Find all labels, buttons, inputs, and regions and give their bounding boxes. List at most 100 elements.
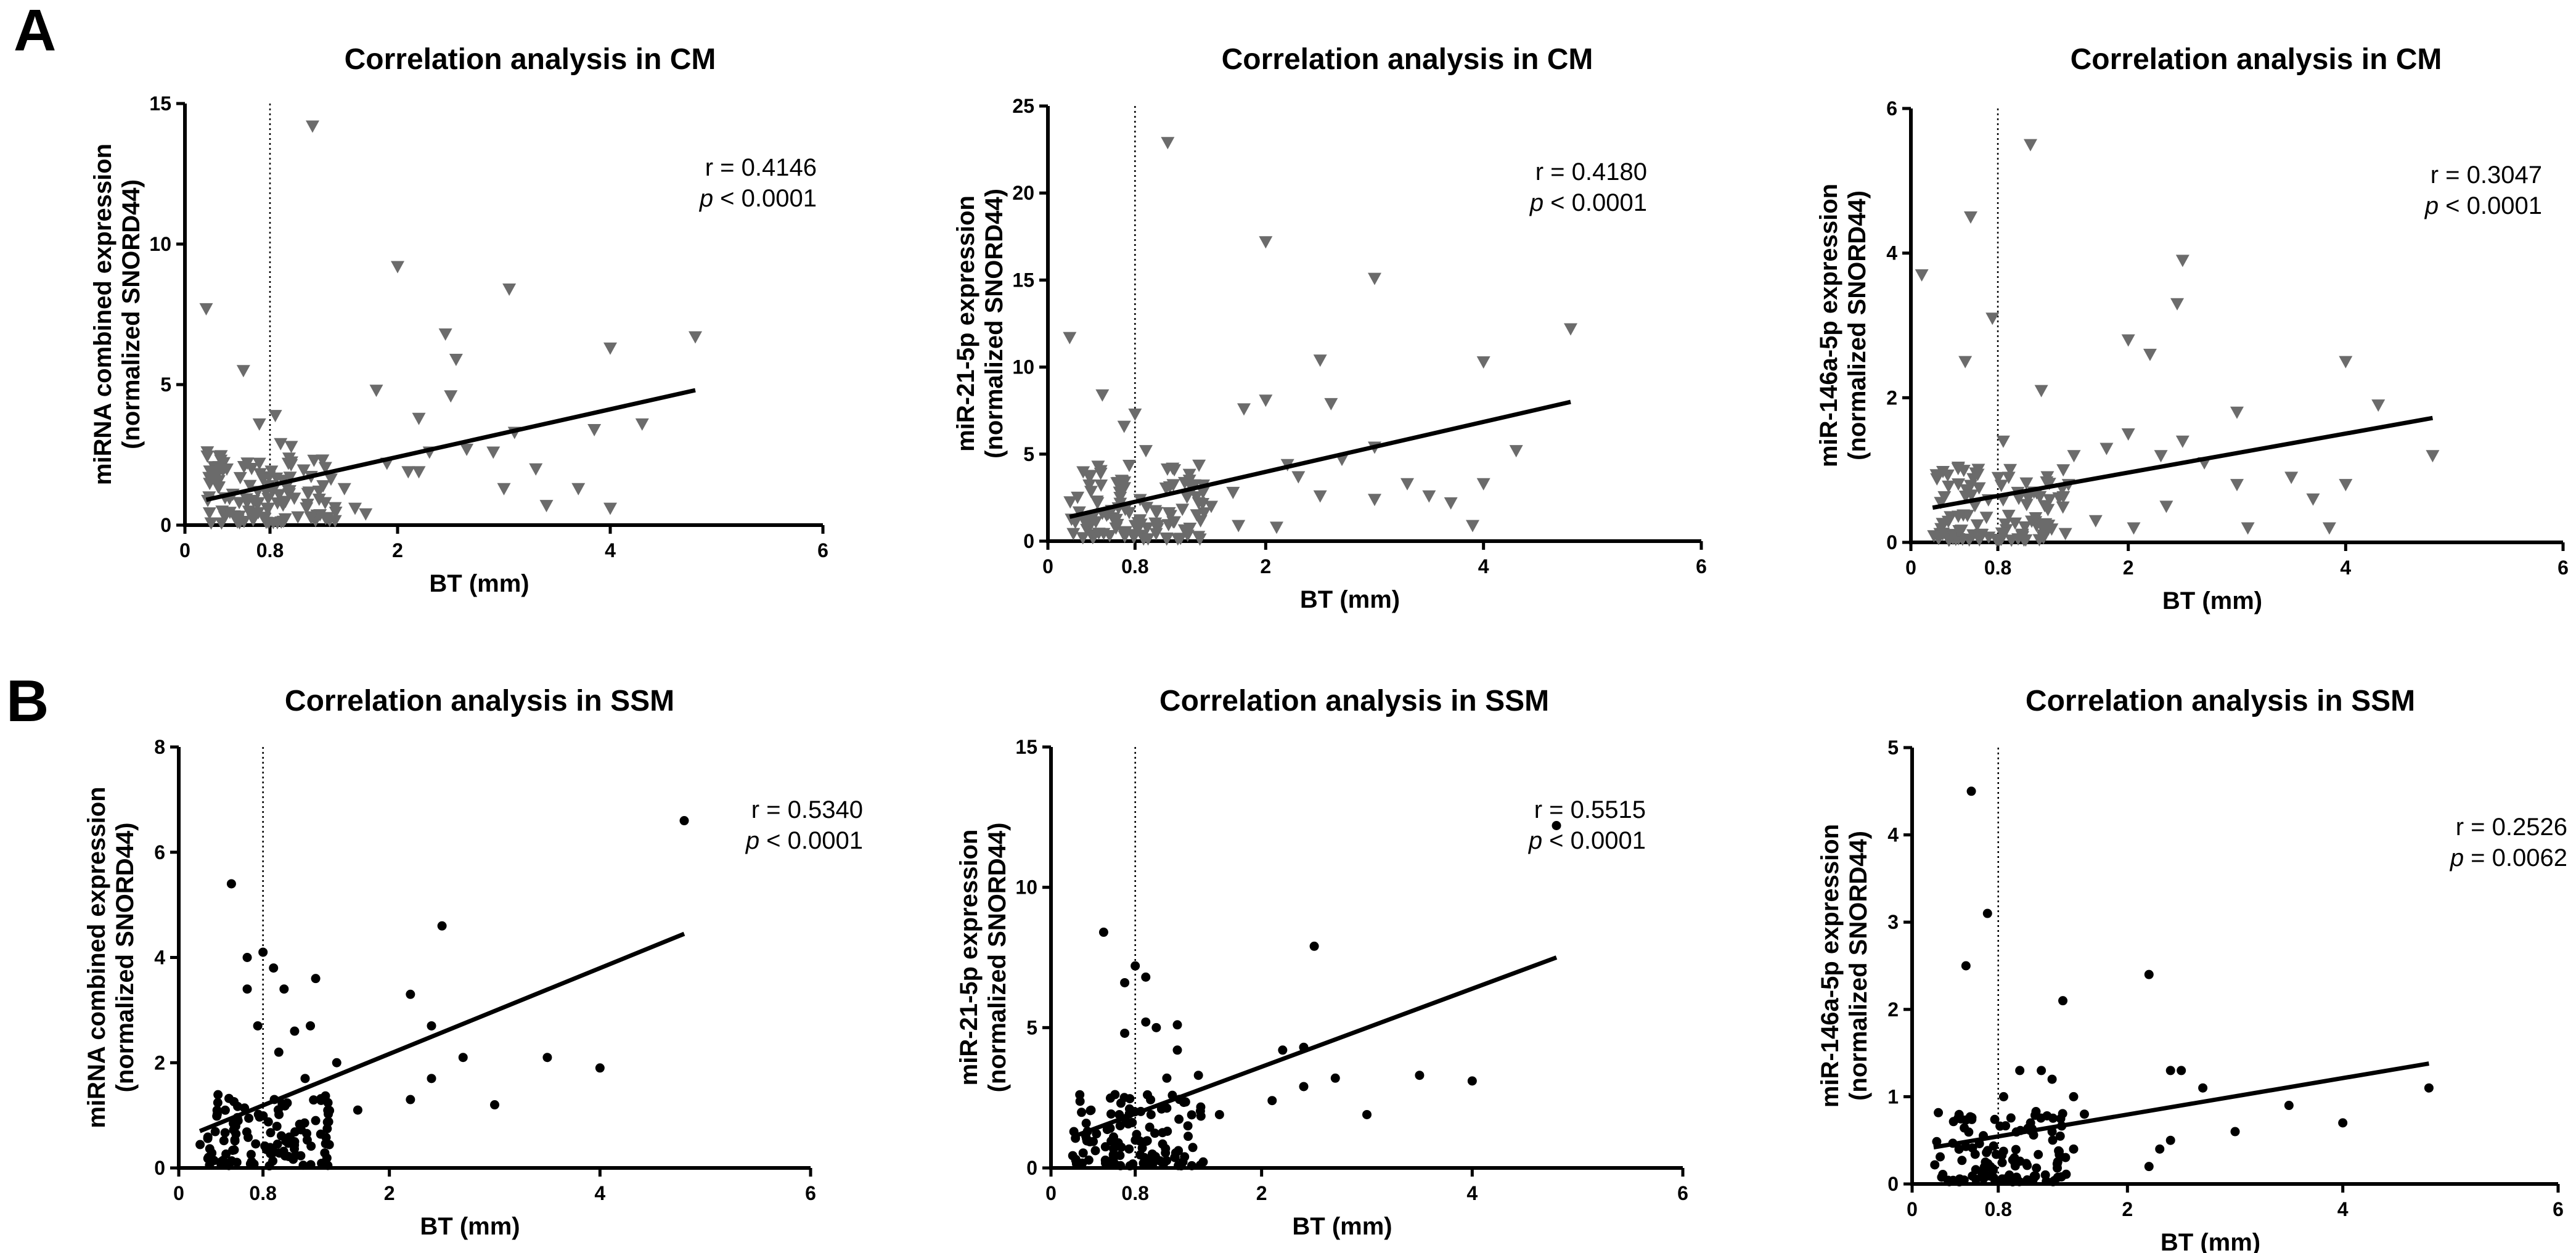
data-point	[2034, 385, 2048, 398]
data-point-cluster	[287, 492, 301, 505]
data-point-cluster	[243, 1132, 253, 1142]
x-tick-label: 6	[2553, 1198, 2564, 1220]
data-point-cluster	[1998, 1146, 2008, 1156]
data-point-cluster	[2018, 521, 2032, 534]
data-point	[1415, 1071, 1425, 1080]
data-point-cluster	[1113, 486, 1127, 499]
data-point-cluster	[2002, 510, 2016, 523]
data-point-cluster	[1991, 1149, 2001, 1159]
data-point	[486, 446, 501, 459]
data-point-cluster	[1180, 491, 1194, 504]
chart-title: Correlation analysis in CM	[1222, 43, 1593, 76]
data-point-cluster	[2001, 1121, 2011, 1131]
data-point-cluster	[1953, 1113, 1963, 1123]
data-point	[1120, 1028, 1130, 1038]
data-point	[2154, 450, 2168, 463]
data-point	[2121, 334, 2135, 347]
data-point-cluster	[1177, 524, 1192, 537]
p-value-label: p < 0.0001	[1528, 827, 1646, 854]
x-tick-label: 4	[2340, 557, 2351, 579]
x-tick-label: 4	[2337, 1198, 2349, 1220]
data-point	[279, 984, 289, 994]
data-point-cluster	[2045, 523, 2059, 536]
data-point	[2198, 1083, 2208, 1093]
data-point	[458, 1053, 468, 1063]
x-tick-label: 6	[1677, 1182, 1688, 1204]
x-tick-label: 0.8	[1984, 557, 2011, 579]
y-tick-label: 3	[1887, 911, 1899, 933]
data-point	[1146, 1109, 1156, 1119]
data-point	[269, 963, 279, 973]
data-point-cluster	[1075, 1096, 1085, 1106]
data-point	[1476, 478, 1490, 491]
data-point-cluster	[244, 1113, 254, 1123]
data-point-cluster	[2028, 1175, 2038, 1185]
chart-title: Correlation analysis in SSM	[1159, 685, 1549, 717]
data-point	[2338, 1118, 2348, 1128]
data-point	[2058, 996, 2068, 1006]
data-point-cluster	[204, 517, 218, 530]
data-point-cluster	[1972, 482, 1986, 495]
data-point	[274, 1047, 284, 1057]
data-point-cluster	[307, 454, 321, 467]
data-point-cluster	[242, 505, 256, 518]
data-point-cluster	[2006, 1113, 2016, 1123]
data-point-cluster	[1184, 1132, 1193, 1141]
data-point-cluster	[1118, 476, 1132, 489]
data-point	[369, 385, 383, 398]
data-point	[242, 984, 252, 994]
p-value-text: < 0.0001	[2439, 192, 2542, 219]
data-point-cluster	[1995, 527, 2009, 540]
data-point-cluster	[2036, 1113, 2046, 1123]
data-point-cluster	[2056, 464, 2071, 477]
plot-b2-ssm-mir21: Correlation analysis in SSM 0 5 10 15 0 0.8 2 4 6…	[955, 685, 1688, 1240]
data-point-cluster	[1090, 497, 1105, 510]
data-point-cluster	[1192, 459, 1206, 472]
data-point	[1552, 820, 1561, 830]
data-point-cluster	[1142, 1137, 1151, 1146]
data-point	[1444, 497, 1458, 510]
x-tick-label: 2	[1256, 1182, 1267, 1204]
y-axis-label-line: (normalized SNORD44)	[1844, 190, 1871, 460]
x-tick-label: 0	[179, 539, 190, 561]
data-point-cluster	[230, 1135, 240, 1145]
data-point	[1259, 394, 1273, 407]
data-point-cluster	[1193, 533, 1207, 546]
y-axis-label: miR-146a-5p expression(normalized SNORD4…	[1815, 184, 1871, 467]
data-point-cluster	[251, 1139, 261, 1149]
data-point-cluster	[1994, 480, 2008, 492]
data-point	[2426, 450, 2440, 463]
data-point-cluster	[203, 1133, 213, 1143]
data-point	[2175, 435, 2190, 448]
regression-line	[205, 388, 696, 502]
data-point-cluster	[220, 1128, 230, 1138]
y-tick-label: 10	[149, 233, 171, 255]
data-point-cluster	[324, 1109, 333, 1119]
data-point-cluster	[264, 1161, 274, 1171]
x-tick-label: 2	[2122, 1198, 2133, 1220]
correlation-r-label: r = 0.4146	[705, 154, 817, 181]
data-point-cluster	[323, 1098, 333, 1108]
data-point-cluster	[300, 502, 314, 515]
data-point-cluster	[215, 463, 229, 476]
y-axis-label-line: (normalized SNORD44)	[118, 179, 145, 449]
data-point-cluster	[1170, 1153, 1180, 1162]
data-point-cluster	[1955, 1176, 1965, 1186]
data-point-cluster	[2061, 1169, 2071, 1179]
data-point-cluster	[261, 502, 276, 515]
y-tick-label: 2	[1887, 998, 1899, 1021]
data-point	[1362, 1109, 1372, 1119]
regression-line	[1933, 1061, 2429, 1149]
data-point	[1998, 1092, 2008, 1101]
data-point-cluster	[1174, 1114, 1184, 1124]
data-point	[1467, 1076, 1477, 1086]
x-tick-label: 2	[1260, 555, 1271, 578]
data-point-cluster	[272, 1121, 282, 1131]
data-point	[542, 1053, 552, 1063]
x-tick-label: 0.8	[1984, 1198, 2011, 1220]
data-point-cluster	[251, 507, 265, 520]
x-tick-label: 4	[1466, 1182, 1478, 1204]
data-point	[306, 120, 319, 133]
data-point	[284, 441, 298, 454]
data-point	[406, 1095, 415, 1104]
